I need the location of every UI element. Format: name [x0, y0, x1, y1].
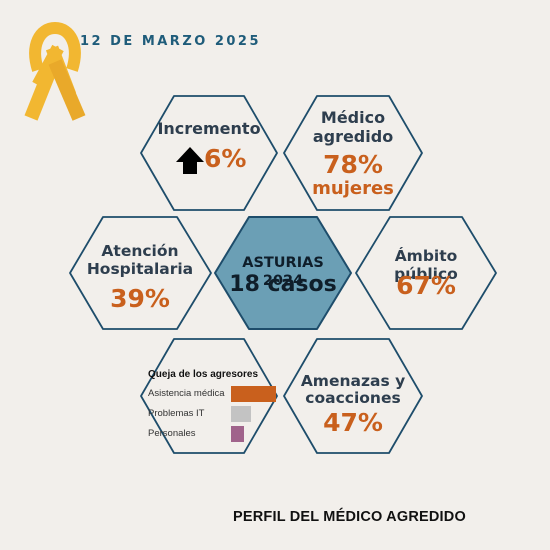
footer-title: PERFIL DEL MÉDICO AGREDIDO — [233, 509, 466, 525]
hex-queja — [140, 338, 278, 454]
bar-0 — [231, 386, 276, 402]
center-title: ASTURIAS 2024 — [242, 255, 324, 289]
atencion-label-2: Hospitalaria — [86, 260, 194, 278]
amenazas-value: 47% — [323, 408, 383, 437]
medico-label-1: Médico — [320, 108, 386, 127]
hex-medico-agredido — [283, 95, 423, 211]
medico-value-2: mujeres — [312, 178, 394, 199]
up-arrow-icon — [176, 147, 204, 174]
hex-amenazas — [283, 338, 423, 454]
bar-label-1: Problemas IT — [148, 408, 205, 419]
hex-atencion-hospitalaria — [69, 216, 212, 330]
atencion-label-1: Atención — [101, 242, 179, 260]
bar-label-0: Asistencia médica — [148, 388, 225, 399]
hex-incremento — [140, 95, 278, 211]
amenazas-label-1: Amenazas y — [300, 372, 406, 390]
incremento-label: Incremento — [157, 119, 261, 138]
hex-center — [214, 216, 352, 330]
ambito-label: Ámbito público — [394, 247, 458, 283]
bar-1 — [231, 406, 251, 422]
bar-2 — [231, 426, 244, 442]
incremento-value: 6% — [204, 144, 247, 173]
ambito-value: 67% — [396, 271, 456, 300]
atencion-value: 39% — [110, 284, 170, 313]
bar-label-2: Personales — [148, 428, 196, 439]
hex-ambito-publico — [355, 216, 497, 330]
date-label: 12 DE MARZO 2025 — [80, 34, 262, 49]
chart-title: Queja de los agresores — [148, 369, 259, 380]
medico-label-2: agredido — [312, 127, 394, 146]
awareness-ribbon-icon — [24, 21, 86, 121]
center-cases: 18 casos — [229, 272, 337, 297]
amenazas-label-2: coacciones — [305, 389, 401, 407]
medico-value: 78% — [323, 150, 383, 179]
